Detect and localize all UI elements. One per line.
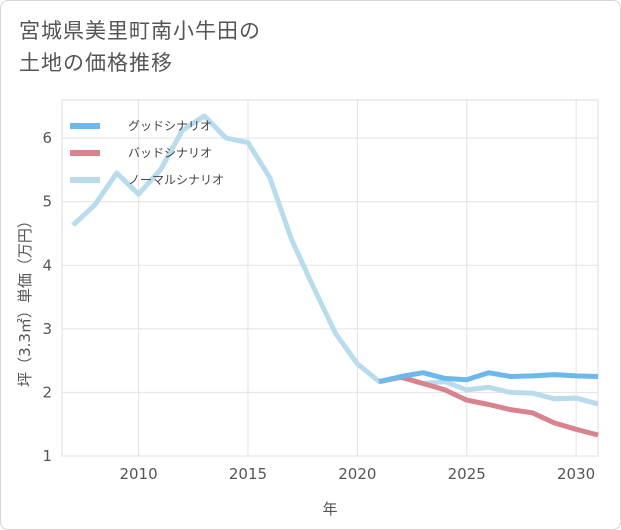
y-axis-ticks: 1 2 3 4 5 6 xyxy=(42,129,52,465)
x-tick-label: 2020 xyxy=(338,465,376,483)
series-line-normal xyxy=(71,113,599,407)
x-tick-label: 2025 xyxy=(448,465,486,483)
y-axis-title: 坪（3.3㎡）単価（万円） xyxy=(16,213,34,387)
series-line-good xyxy=(378,370,599,385)
y-tick-label: 6 xyxy=(42,129,52,147)
legend-label-normal: ノーマルシナリオ xyxy=(128,173,224,187)
series-line-bad xyxy=(378,374,599,438)
x-tick-label: 2010 xyxy=(119,465,157,483)
legend-label-good: グッドシナリオ xyxy=(128,119,212,133)
chart-title-line-2: 土地の価格推移 xyxy=(19,51,173,75)
y-tick-label: 5 xyxy=(42,193,52,211)
y-tick-label: 1 xyxy=(42,447,52,465)
chart-title-line-1: 宮城県美里町南小牛田の xyxy=(19,19,261,43)
x-axis-ticks: 2010 2015 2020 2025 2030 xyxy=(119,465,595,483)
plot-area xyxy=(61,99,599,457)
y-tick-label: 4 xyxy=(42,256,52,274)
y-tick-label: 2 xyxy=(42,383,52,401)
series-lines xyxy=(71,113,599,438)
y-tick-label: 3 xyxy=(42,320,52,338)
x-axis-title: 年 xyxy=(322,500,337,518)
x-tick-label: 2030 xyxy=(557,465,595,483)
legend-label-bad: バッドシナリオ xyxy=(128,146,212,160)
x-tick-label: 2015 xyxy=(229,465,267,483)
chart-title: 宮城県美里町南小牛田の 土地の価格推移 xyxy=(19,15,261,79)
